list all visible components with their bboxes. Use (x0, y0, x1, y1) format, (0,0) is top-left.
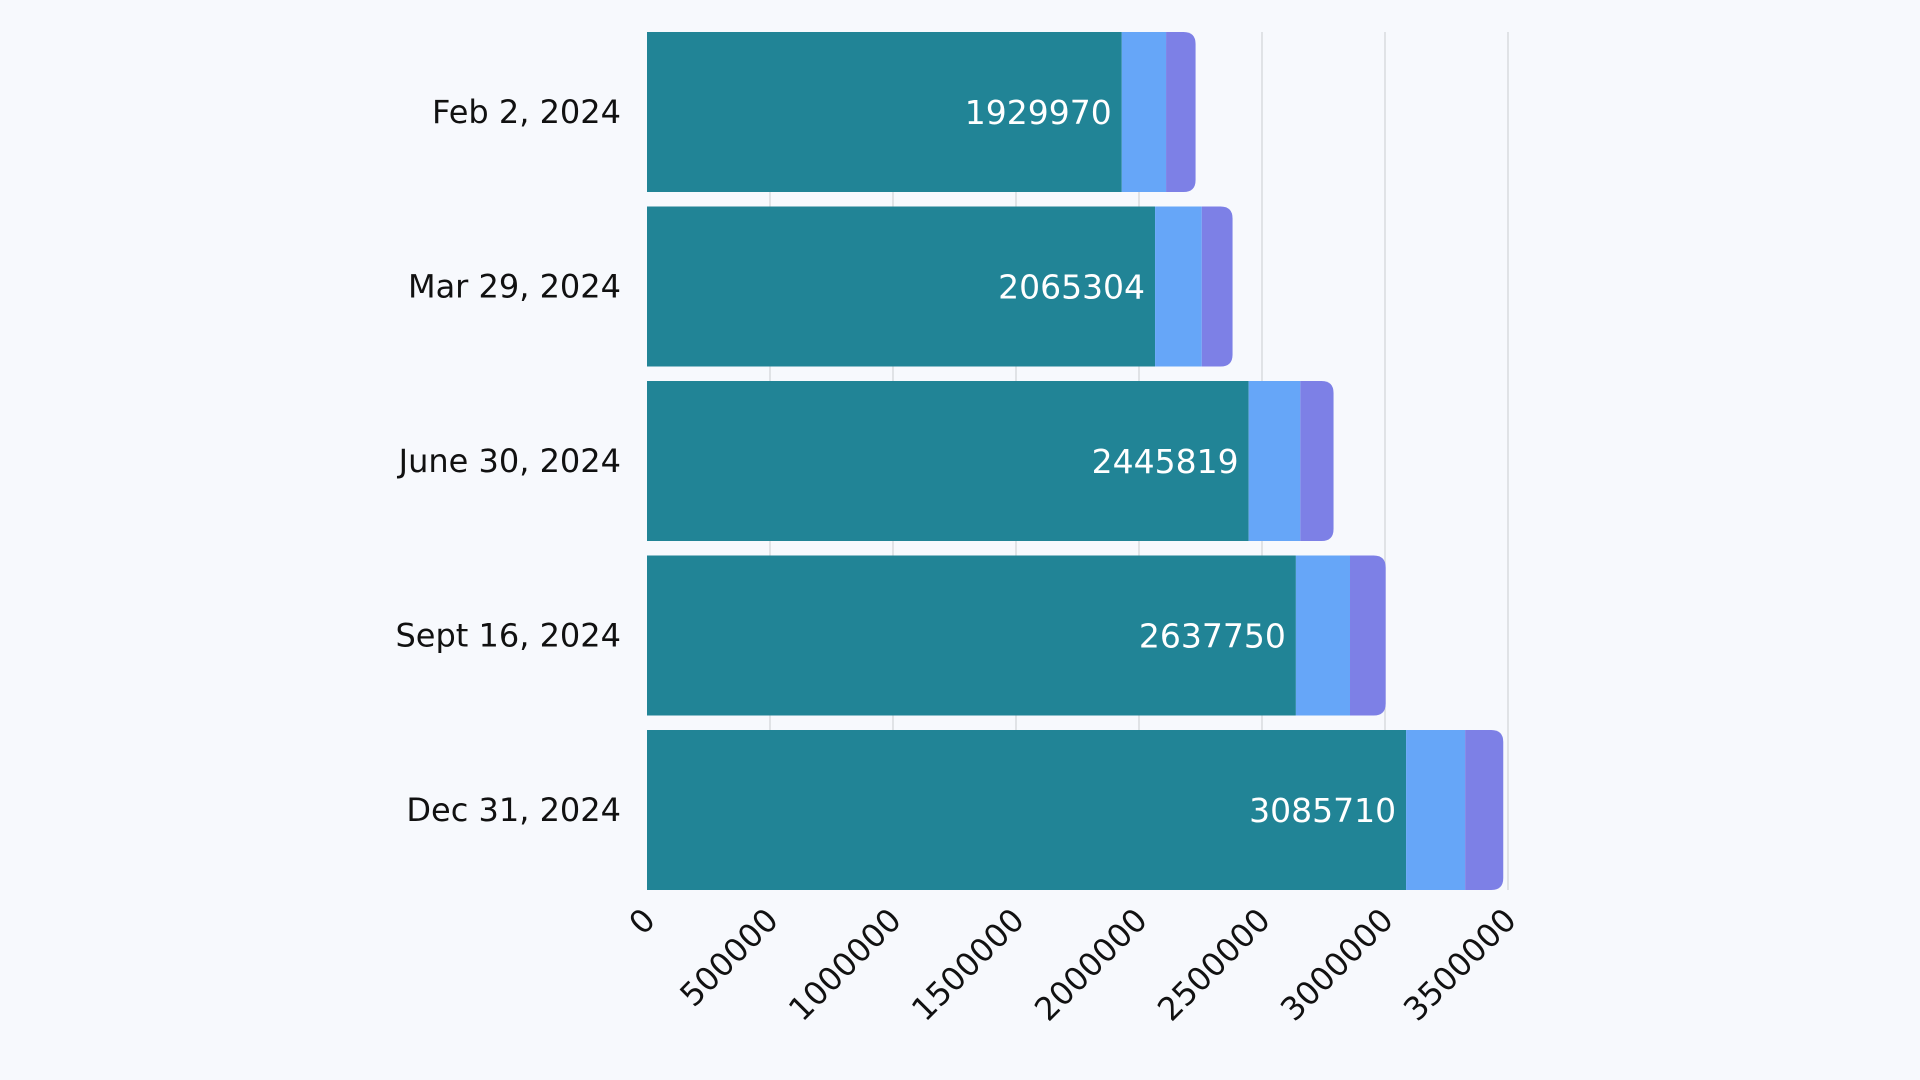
bar-segment-2-4 (1295, 555, 1351, 716)
category-axis: Feb 2, 2024 Mar 29, 2024 June 30, 2024 Sept… (395, 93, 621, 829)
data-labels: 1929970 2065304 2445819 2637750 3085710 (965, 93, 1396, 830)
x-tick-label-2000000: 2000000 (1027, 901, 1155, 1029)
x-tick-label-3500000: 3500000 (1396, 901, 1524, 1029)
bar-segment-3-4 (1350, 555, 1386, 716)
bar-segment-2-3 (1248, 381, 1301, 541)
category-label-5: Dec 31, 2024 (406, 791, 621, 829)
category-label-4: Sept 16, 2024 (395, 617, 621, 655)
category-label-1: Feb 2, 2024 (432, 93, 621, 131)
x-tick-label-1000000: 1000000 (781, 901, 909, 1029)
bar-segment-2-5 (1406, 730, 1466, 890)
bar-segment-2-2 (1155, 206, 1202, 367)
value-axis: 0 500000100000015000002000000250000030000… (621, 901, 1523, 1029)
category-label-2: Mar 29, 2024 (408, 268, 621, 306)
data-label-1: 1929970 (965, 93, 1112, 132)
bar-segment-1-4 (647, 555, 1296, 716)
bar-segment-3-5 (1465, 730, 1504, 890)
bar-segment-1-1 (647, 32, 1122, 192)
x-tick-label-500000: 500000 (672, 901, 785, 1014)
bars (647, 32, 1504, 890)
category-label-3: June 30, 2024 (397, 442, 621, 480)
x-tick-label-3000000: 3000000 (1273, 901, 1401, 1029)
x-tick-label-2500000: 2500000 (1150, 901, 1278, 1029)
bar-segment-1-5 (647, 730, 1407, 890)
bar-segment-3-2 (1201, 206, 1233, 367)
bar-segment-2-1 (1121, 32, 1167, 192)
data-label-2: 2065304 (998, 268, 1145, 307)
x-tick-label-0: 0 (621, 901, 662, 942)
data-label-3: 2445819 (1092, 442, 1239, 481)
bar-segment-1-2 (647, 206, 1156, 367)
data-label-5: 3085710 (1249, 791, 1396, 830)
bar-segment-3-1 (1166, 32, 1196, 192)
bar-segment-3-3 (1300, 381, 1334, 541)
data-label-4: 2637750 (1139, 617, 1286, 656)
bar-segment-1-3 (647, 381, 1249, 541)
x-tick-label-1500000: 1500000 (904, 901, 1032, 1029)
